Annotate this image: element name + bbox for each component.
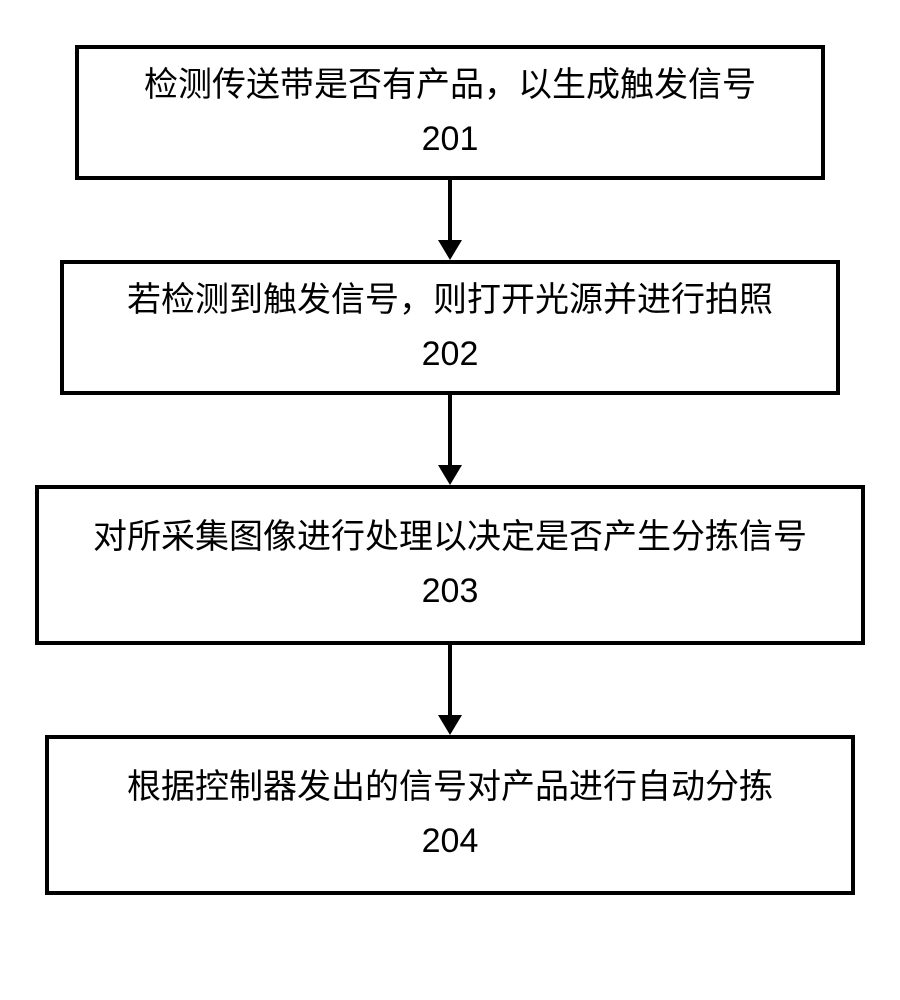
flow-node-text: 根据控制器发出的信号对产品进行自动分拣: [127, 764, 773, 812]
flow-node-text: 对所采集图像进行处理以决定是否产生分拣信号: [93, 514, 807, 562]
flow-arrow: [438, 645, 462, 735]
flow-node-text: 检测传送带是否有产品，以生成触发信号: [144, 62, 756, 110]
flow-arrow: [438, 180, 462, 260]
flow-node-num: 204: [422, 818, 479, 866]
flow-node-text: 若检测到触发信号，则打开光源并进行拍照: [127, 277, 773, 325]
flow-node: 检测传送带是否有产品，以生成触发信号 201: [75, 45, 825, 180]
flow-node-num: 202: [422, 331, 479, 379]
flow-node-num: 201: [422, 116, 479, 164]
flow-node: 对所采集图像进行处理以决定是否产生分拣信号 203: [35, 485, 865, 645]
flow-node-num: 203: [422, 568, 479, 616]
flow-arrow: [438, 395, 462, 485]
flow-node: 若检测到触发信号，则打开光源并进行拍照 202: [60, 260, 840, 395]
flow-node: 根据控制器发出的信号对产品进行自动分拣 204: [45, 735, 855, 895]
